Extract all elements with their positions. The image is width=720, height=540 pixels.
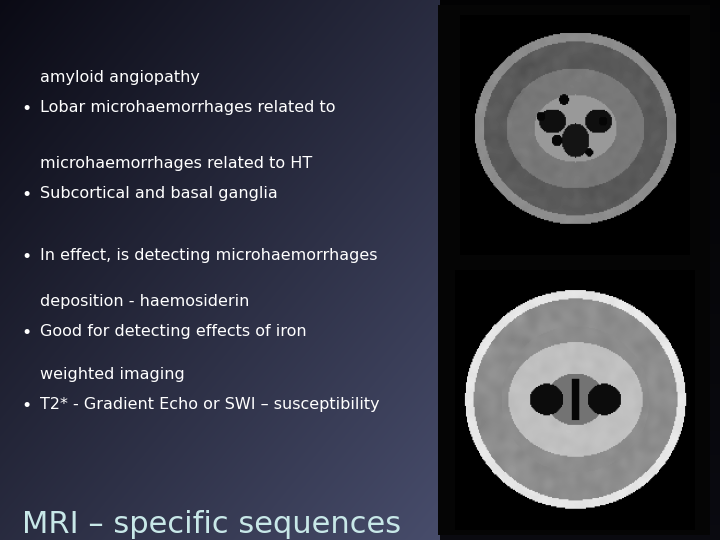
Text: •: • <box>22 397 32 415</box>
Text: •: • <box>22 324 32 342</box>
Text: weighted imaging: weighted imaging <box>40 367 184 382</box>
Text: In effect, is detecting microhaemorrhages: In effect, is detecting microhaemorrhage… <box>40 248 377 264</box>
Text: Good for detecting effects of iron: Good for detecting effects of iron <box>40 324 306 339</box>
Text: amyloid angiopathy: amyloid angiopathy <box>40 70 199 85</box>
Text: MRI – specific sequences: MRI – specific sequences <box>22 510 401 539</box>
Text: deposition - haemosiderin: deposition - haemosiderin <box>40 294 249 309</box>
FancyBboxPatch shape <box>438 5 710 535</box>
Text: microhaemorrhages related to HT: microhaemorrhages related to HT <box>40 156 312 171</box>
Text: Subcortical and basal ganglia: Subcortical and basal ganglia <box>40 186 277 201</box>
Text: Lobar microhaemorrhages related to: Lobar microhaemorrhages related to <box>40 100 335 115</box>
Text: T2* - Gradient Echo or SWI – susceptibility: T2* - Gradient Echo or SWI – susceptibil… <box>40 397 379 412</box>
Text: •: • <box>22 248 32 266</box>
Text: •: • <box>22 100 32 118</box>
Text: •: • <box>22 186 32 204</box>
